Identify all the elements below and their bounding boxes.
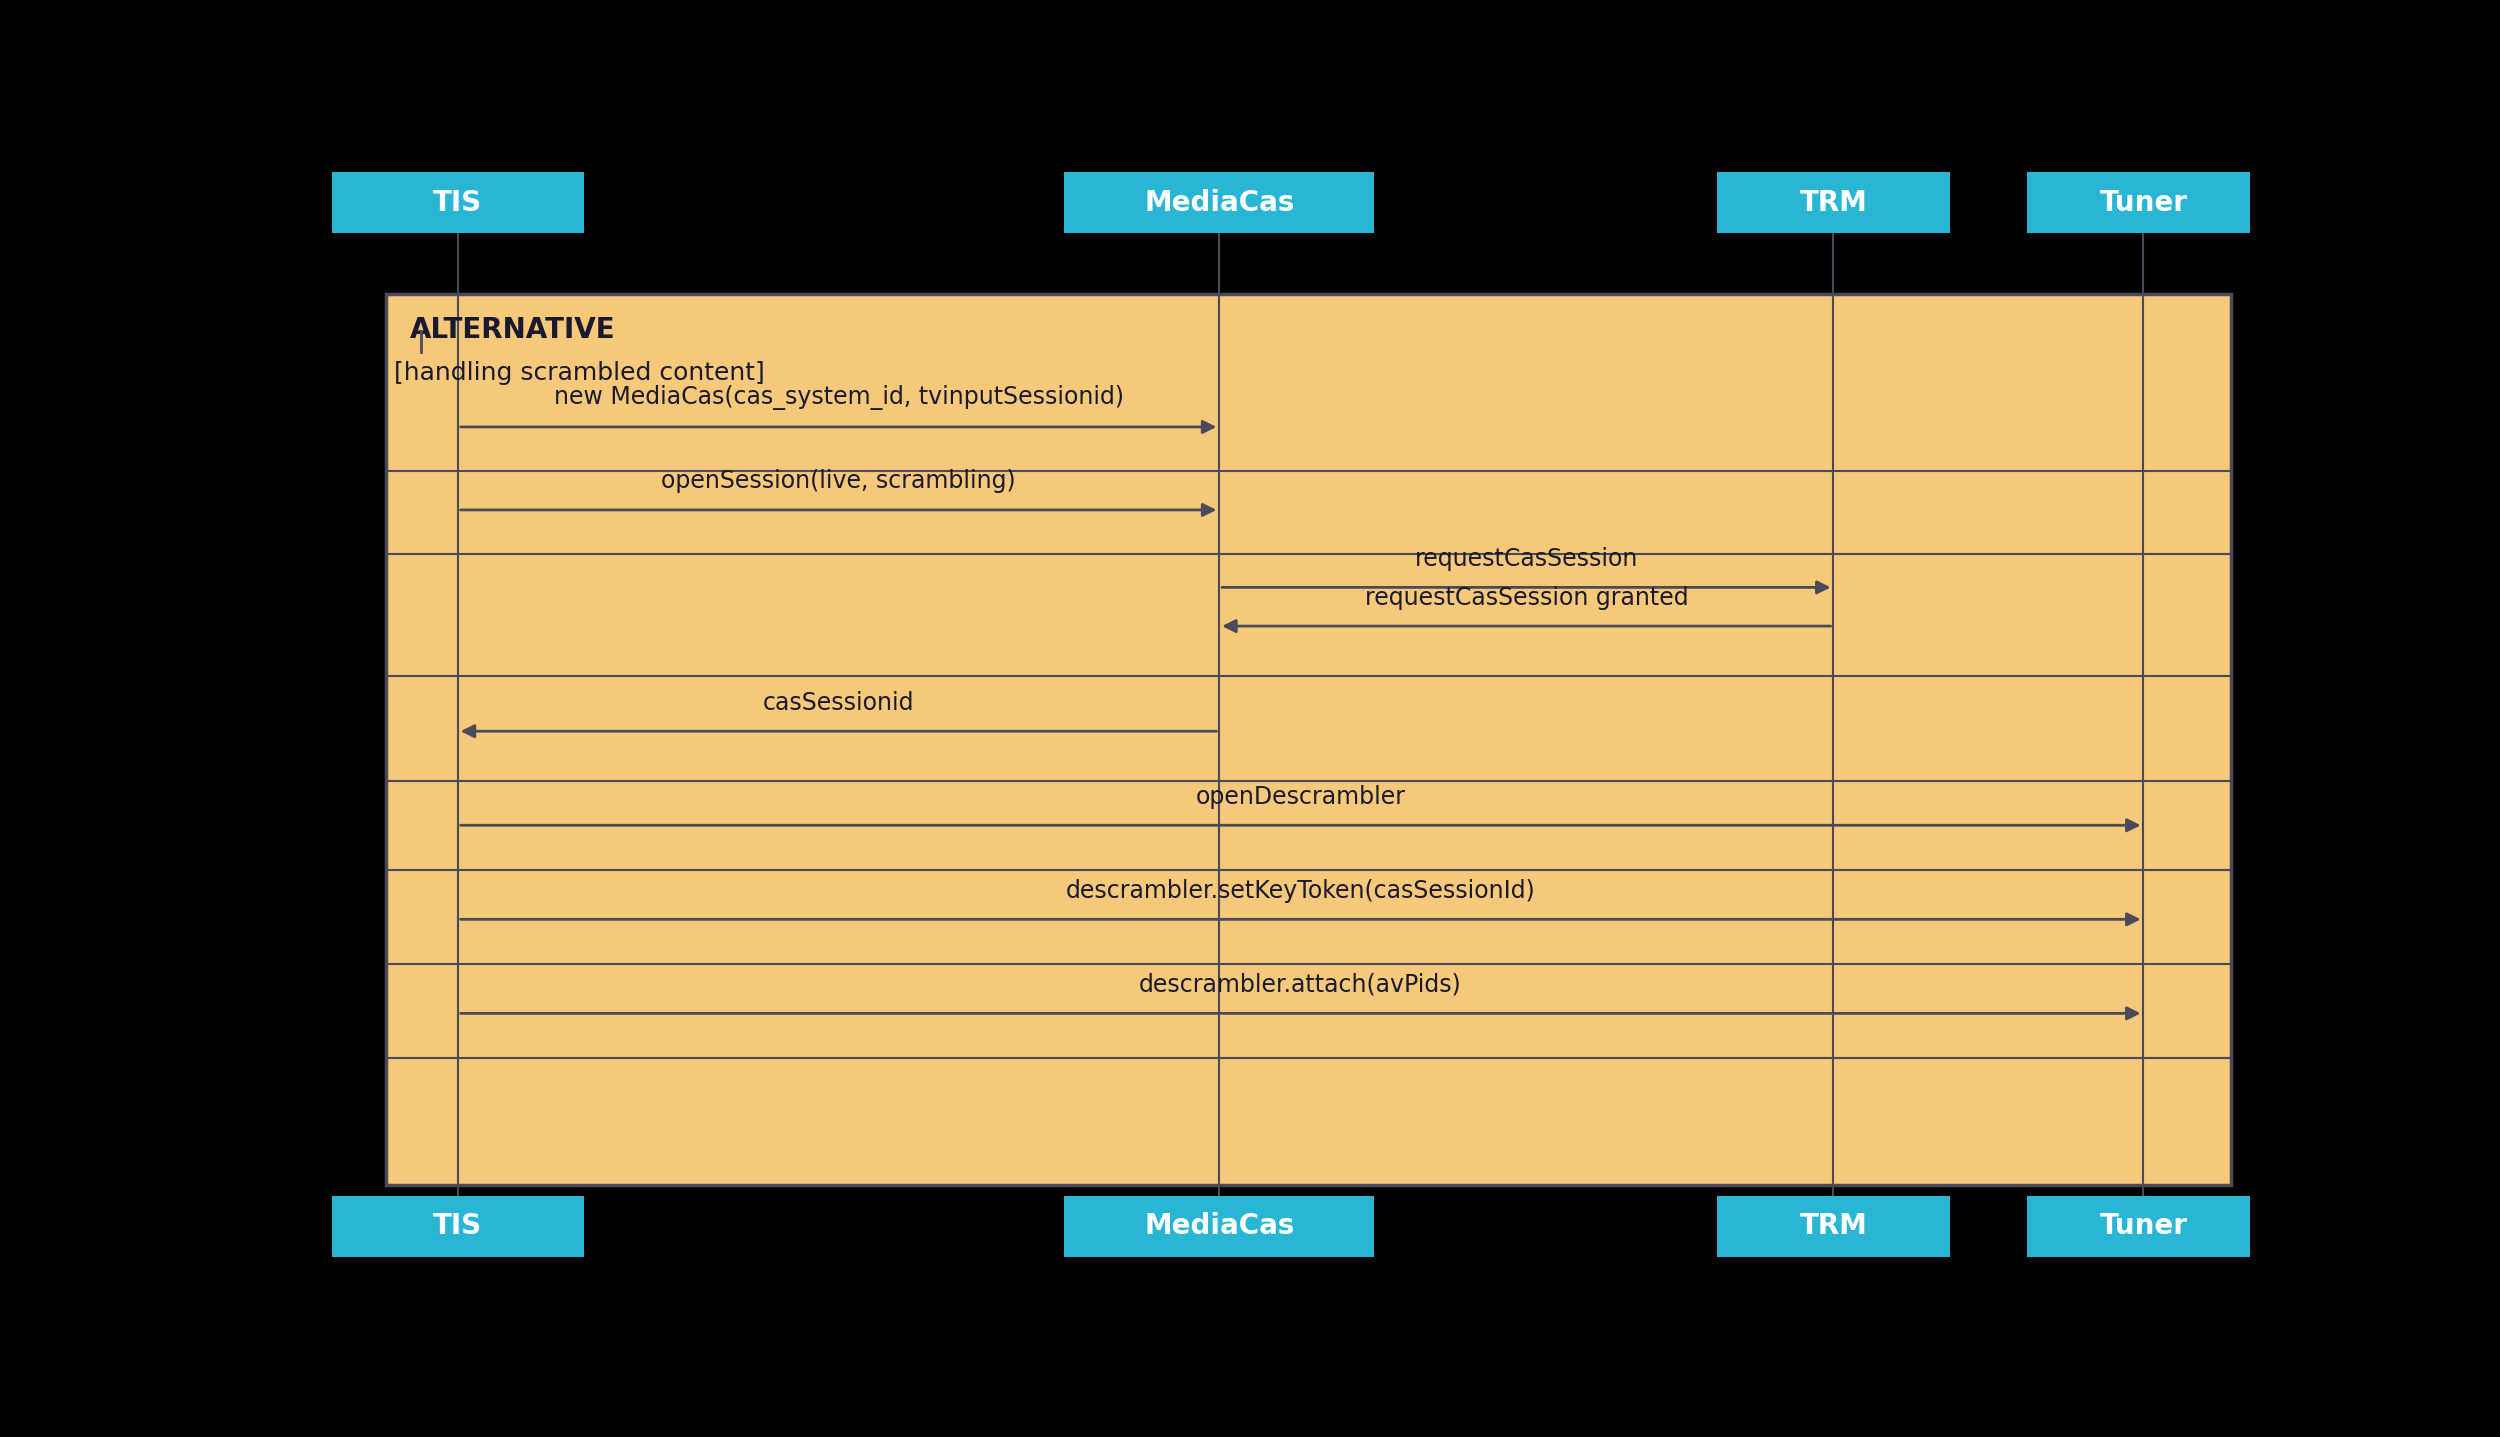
Text: openDescrambler: openDescrambler [1195,785,1405,809]
FancyBboxPatch shape [385,295,2230,1186]
Text: TRM: TRM [1800,188,1868,217]
Text: [handling scrambled content]: [handling scrambled content] [395,361,765,385]
Text: openSession(live, scrambling): openSession(live, scrambling) [660,470,1015,493]
Text: descrambler.setKeyToken(casSessionId): descrambler.setKeyToken(casSessionId) [1065,878,1535,902]
Text: TIS: TIS [432,188,482,217]
Text: new MediaCas(cas_system_id, tvinputSessionid): new MediaCas(cas_system_id, tvinputSessi… [552,385,1122,411]
Text: requestCasSession: requestCasSession [1415,546,1638,570]
FancyBboxPatch shape [332,1196,585,1257]
Text: MediaCas: MediaCas [1145,1213,1295,1240]
FancyBboxPatch shape [332,172,585,233]
FancyBboxPatch shape [2028,172,2260,233]
FancyBboxPatch shape [1065,1196,1375,1257]
FancyBboxPatch shape [1065,172,1375,233]
Text: ALTERNATIVE: ALTERNATIVE [410,316,615,345]
Text: casSessionid: casSessionid [762,691,915,714]
Text: MediaCas: MediaCas [1145,188,1295,217]
Text: Tuner: Tuner [2100,1213,2188,1240]
FancyBboxPatch shape [1718,1196,1950,1257]
FancyBboxPatch shape [1718,172,1950,233]
FancyBboxPatch shape [2028,1196,2260,1257]
Text: descrambler.attach(avPids): descrambler.attach(avPids) [1140,973,1462,997]
Text: TRM: TRM [1800,1213,1868,1240]
Text: TIS: TIS [432,1213,482,1240]
Text: requestCasSession granted: requestCasSession granted [1365,585,1688,609]
Text: Tuner: Tuner [2100,188,2188,217]
